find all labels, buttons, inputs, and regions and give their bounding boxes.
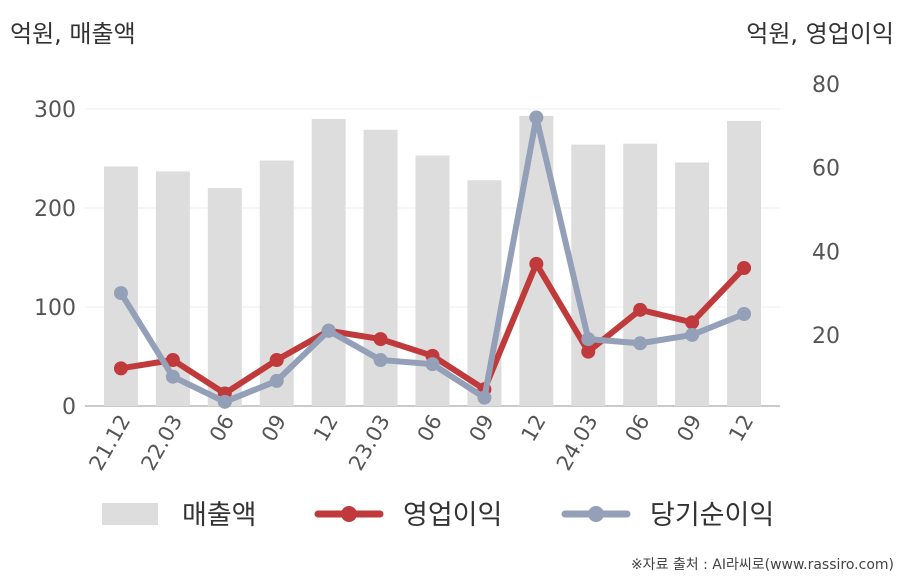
series-point (217, 394, 232, 409)
right-tick-label: 40 (812, 240, 840, 265)
right-axis-ticks: 20 40 60 80 (812, 73, 840, 349)
series-point (477, 390, 492, 405)
legend-swatch (102, 503, 158, 525)
series-point (529, 256, 544, 271)
series-point (633, 302, 648, 317)
left-tick-label: 100 (34, 296, 76, 321)
x-tick-label: 06 (205, 411, 239, 446)
legend: 매출액 영업이익 당기순이익 (102, 500, 774, 531)
series-point (529, 110, 544, 125)
bar (207, 188, 242, 406)
left-tick-label: 300 (34, 98, 76, 123)
series-point (165, 353, 180, 367)
legend-label: 영업이익 (403, 500, 502, 531)
x-tick-label: 06 (620, 411, 654, 446)
x-tick-label: 12 (517, 411, 551, 446)
series-point (269, 353, 284, 367)
series-point (737, 261, 752, 275)
x-tick-label: 22.03 (136, 411, 187, 475)
x-tick-label: 09 (257, 411, 291, 446)
x-tick-label: 23.03 (344, 411, 395, 475)
x-axis-ticks: 21.12 22.03 06 09 12 23.03 06 09 12 24.03 06 09 12 (84, 411, 758, 475)
line-series (113, 110, 752, 409)
series-point (425, 357, 440, 372)
x-tick-label: 24.03 (552, 411, 603, 475)
left-tick-label: 0 (62, 395, 76, 420)
series-point (581, 344, 596, 359)
right-tick-label: 20 (812, 324, 840, 349)
legend-marker (588, 506, 604, 522)
series-point (113, 286, 128, 301)
left-axis-ticks: 0 100 200 300 (34, 98, 76, 420)
x-tick-label: 12 (309, 411, 343, 446)
x-tick-label: 06 (413, 411, 447, 446)
series-point (165, 369, 180, 384)
series-point (113, 361, 128, 376)
series-point (269, 373, 284, 388)
series-point (737, 307, 752, 321)
bar (467, 180, 502, 406)
legend-marker (341, 506, 357, 522)
series-point (581, 332, 596, 347)
bar (571, 144, 606, 406)
x-tick-label: 12 (724, 411, 758, 446)
right-tick-label: 60 (812, 157, 840, 182)
bar-series (103, 115, 762, 407)
series-point (373, 353, 388, 367)
x-tick-label: 21.12 (84, 411, 135, 475)
series-point (321, 323, 336, 338)
left-axis-unit: 억원, 매출액 (10, 20, 136, 48)
source-note: ※자료 출처 : AI라씨로(www.rassiro.com) (630, 557, 894, 573)
bar (311, 118, 346, 407)
series-point (373, 332, 388, 347)
x-tick-label: 09 (465, 411, 499, 446)
x-tick-label: 09 (672, 411, 706, 446)
legend-label: 매출액 (182, 500, 257, 531)
right-tick-label: 80 (812, 73, 840, 98)
bar (623, 143, 658, 406)
series-point (633, 336, 648, 351)
legend-label: 당기순이익 (650, 500, 774, 531)
series-point (685, 315, 700, 330)
bar (675, 162, 710, 406)
right-axis-unit: 억원, 영업이익 (746, 20, 894, 48)
left-tick-label: 200 (34, 197, 76, 222)
series-point (685, 327, 700, 342)
